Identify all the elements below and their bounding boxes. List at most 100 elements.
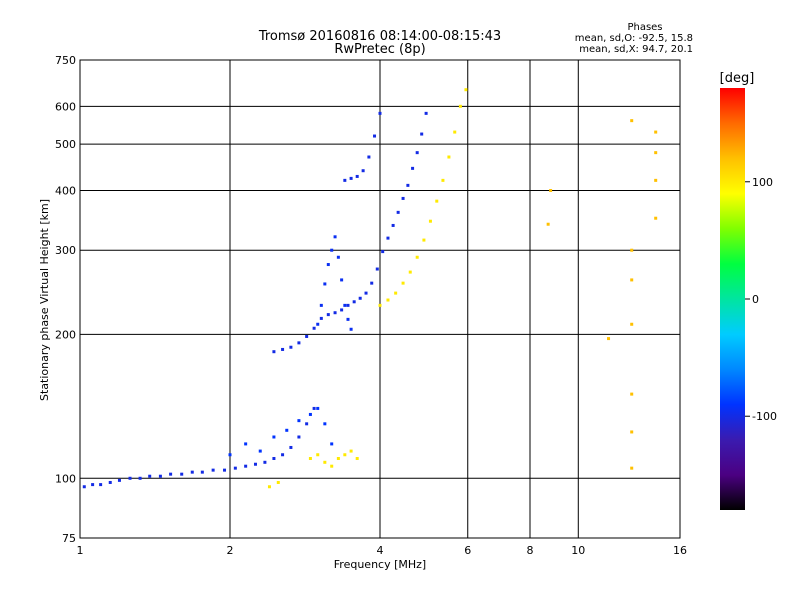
data-point [415, 255, 419, 259]
data-point [281, 347, 285, 351]
data-point [326, 313, 330, 317]
data-point [549, 188, 553, 192]
series-group [272, 111, 428, 354]
data-point [408, 270, 412, 274]
y-tick-label: 100 [55, 472, 76, 485]
data-point [422, 238, 426, 242]
data-point [323, 282, 327, 286]
colorbar-tick-label: 100 [752, 176, 773, 189]
data-point [297, 341, 301, 345]
data-point [169, 472, 173, 476]
data-point [228, 453, 232, 457]
data-point [364, 291, 368, 295]
x-tick-label: 1 [77, 544, 84, 557]
data-point [447, 155, 451, 159]
data-point [420, 132, 424, 136]
info-line-x: mean, sd,X: 94.7, 20.1 [579, 44, 693, 55]
data-point [244, 464, 248, 468]
data-point [630, 466, 634, 470]
data-point [386, 298, 390, 302]
data-point [323, 422, 327, 426]
data-point [180, 472, 184, 476]
data-point [406, 183, 410, 187]
data-point [233, 466, 237, 470]
data-point [464, 88, 468, 92]
data-point [441, 178, 445, 182]
data-point [128, 476, 132, 480]
data-point [117, 478, 121, 482]
data-point [546, 222, 550, 226]
data-point [654, 130, 658, 134]
data-point [326, 263, 330, 267]
data-point [244, 442, 248, 446]
data-point [148, 474, 152, 478]
data-point [99, 483, 103, 487]
scatter-points-layer [82, 88, 658, 489]
data-point [654, 216, 658, 220]
y-tick-label: 300 [55, 244, 76, 257]
data-point [211, 468, 215, 472]
data-point [316, 406, 320, 410]
x-tick-label: 16 [673, 544, 687, 557]
data-point [654, 151, 658, 155]
x-axis-label: Frequency [MHz] [334, 558, 426, 571]
x-tick-label: 6 [464, 544, 471, 557]
data-point [396, 210, 400, 214]
data-point [333, 235, 337, 239]
data-point [289, 445, 293, 449]
data-point [401, 281, 405, 285]
data-point [358, 296, 362, 300]
data-point [391, 223, 395, 227]
data-point [330, 248, 334, 252]
data-point [607, 337, 611, 341]
data-point [312, 406, 316, 410]
y-tick-label: 200 [55, 328, 76, 341]
chart-title: Tromsø 20160816 08:14:00-08:15:43 [258, 29, 501, 44]
data-point [355, 174, 359, 178]
data-point [330, 464, 334, 468]
y-tick-label: 750 [55, 54, 76, 67]
data-point [308, 412, 312, 416]
data-point [285, 428, 289, 432]
data-point [272, 456, 276, 460]
series-group [316, 235, 353, 331]
data-point [411, 166, 415, 170]
data-point [333, 311, 337, 315]
data-point [428, 219, 432, 223]
data-point [297, 419, 301, 423]
data-point [630, 392, 634, 396]
data-point [319, 316, 323, 320]
data-point [367, 155, 371, 159]
x-tick-label: 4 [377, 544, 384, 557]
data-point [281, 453, 285, 457]
grid-layer [80, 60, 680, 538]
x-axis-ticks: 1 2 4 6 8 10 16 [77, 544, 688, 557]
data-point [458, 104, 462, 108]
colorbar-tick-label: 0 [752, 293, 759, 306]
data-point [312, 326, 316, 330]
data-point [381, 250, 385, 254]
colorbar-tick-label: -100 [752, 410, 777, 423]
data-point [424, 111, 428, 115]
data-point [91, 483, 95, 487]
data-point [319, 303, 323, 307]
data-point [82, 485, 86, 489]
data-point [336, 255, 340, 259]
y-tick-label: 500 [55, 138, 76, 151]
data-point [355, 456, 359, 460]
data-point [630, 119, 634, 123]
data-point [190, 470, 194, 474]
chart-subtitle: RwPretec (8p) [334, 42, 425, 57]
info-heading: Phases [627, 22, 662, 33]
y-tick-label: 75 [62, 532, 76, 545]
data-point [352, 300, 356, 304]
data-point [361, 169, 365, 173]
data-point [305, 422, 309, 426]
data-point [316, 322, 320, 326]
data-point [630, 278, 634, 282]
data-point [630, 248, 634, 252]
data-point [375, 267, 379, 271]
series-group [228, 406, 334, 457]
data-point [272, 350, 276, 354]
